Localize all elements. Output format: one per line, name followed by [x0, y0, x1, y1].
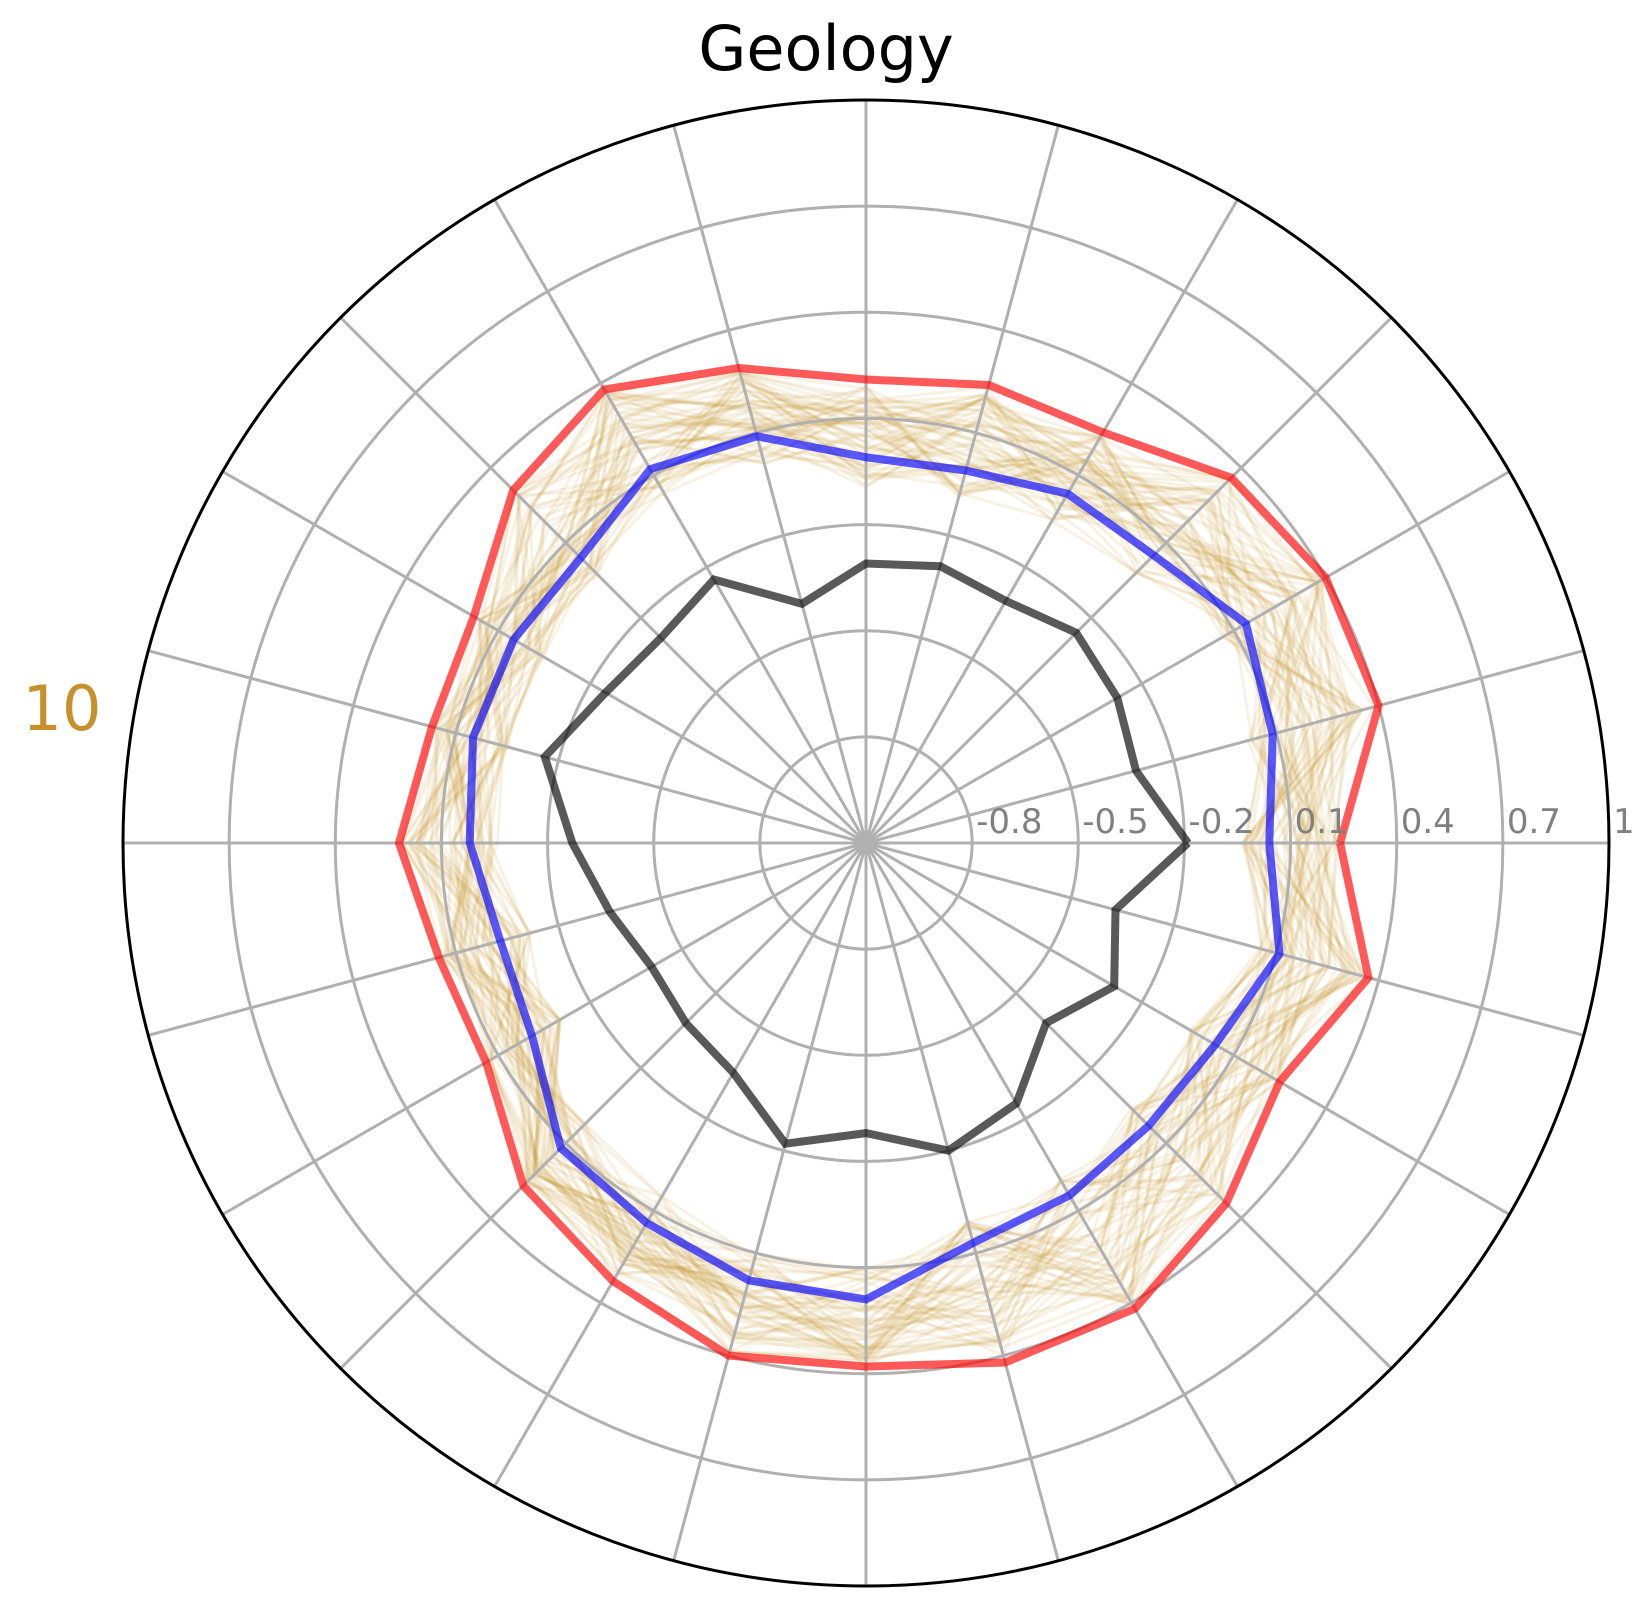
spoke-23 — [865, 841, 1585, 1037]
side-label: 10 — [23, 672, 102, 745]
tick-label-1: -0.5 — [1082, 802, 1148, 842]
spoke-8 — [493, 198, 868, 844]
outer-circle — [121, 98, 1611, 1588]
spoke-5 — [864, 124, 1060, 844]
spoke-16 — [493, 842, 868, 1488]
series-line-0 — [394, 363, 1383, 1371]
spoke-9 — [339, 316, 868, 845]
tick-label-3: 0.1 — [1295, 802, 1349, 842]
spoke-22 — [865, 841, 1511, 1216]
spoke-21 — [864, 841, 1393, 1370]
spoke-19 — [864, 842, 1060, 1562]
radial-tick-labels: -0.8 -0.5 -0.2 0.1 0.4 0.7 1 — [976, 802, 1634, 842]
tick-label-6: 1 — [1613, 802, 1635, 842]
spoke-4 — [864, 198, 1239, 844]
spoke-13 — [147, 841, 867, 1037]
series-lines — [394, 363, 1383, 1371]
spoke-3 — [864, 316, 1393, 845]
spoke-7 — [672, 124, 868, 844]
spoke-17 — [672, 842, 868, 1562]
spoke-20 — [864, 842, 1239, 1488]
tick-label-5: 0.7 — [1507, 802, 1561, 842]
series-line-1 — [465, 432, 1284, 1304]
spoke-14 — [221, 841, 867, 1216]
series-line-2 — [540, 559, 1192, 1155]
spoke-11 — [147, 649, 867, 845]
trace-band — [399, 368, 1376, 1369]
tick-label-4: 0.4 — [1401, 802, 1455, 842]
chart-title: Geology — [698, 12, 953, 85]
polar-grid — [121, 98, 1611, 1588]
tick-label-0: -0.8 — [976, 802, 1042, 842]
spoke-10 — [221, 470, 867, 845]
spoke-1 — [865, 649, 1585, 845]
spoke-15 — [339, 841, 868, 1370]
spoke-2 — [865, 470, 1511, 845]
tick-label-2: -0.2 — [1188, 802, 1254, 842]
